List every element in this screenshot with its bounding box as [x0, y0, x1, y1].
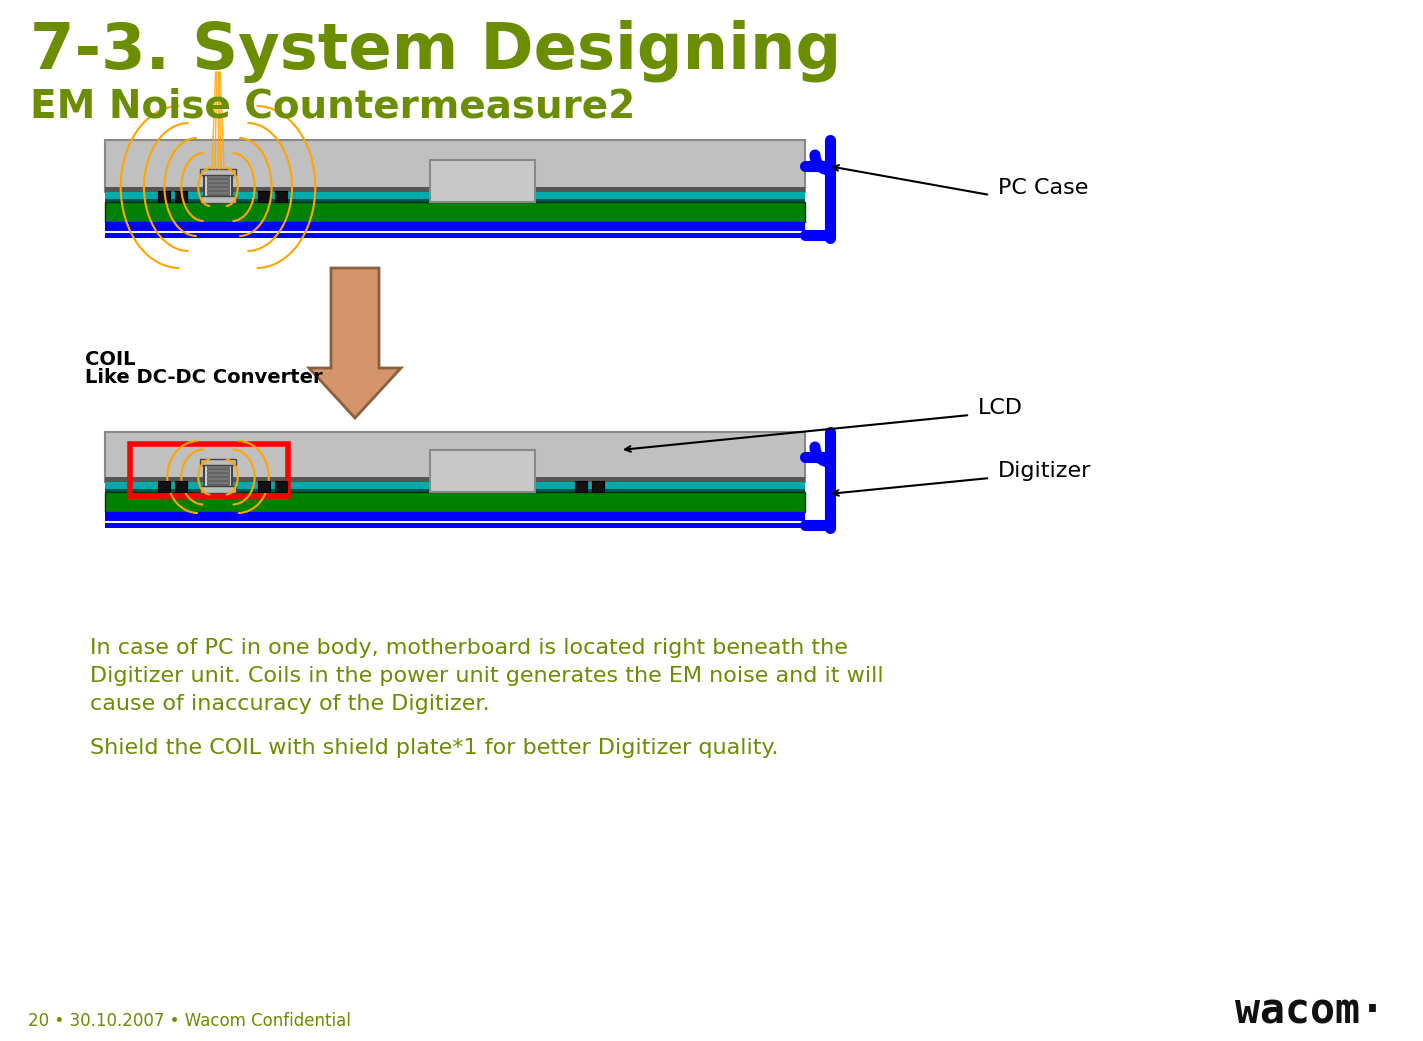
Text: 7-3. System Designing: 7-3. System Designing	[30, 20, 841, 83]
Bar	[105, 523, 805, 528]
Bar	[206, 485, 229, 487]
Text: Like DC-DC Converter: Like DC-DC Converter	[85, 369, 323, 387]
Polygon shape	[309, 268, 401, 418]
Text: PC Case: PC Case	[998, 178, 1089, 198]
Bar	[201, 459, 236, 465]
Text: Shield the COIL with shield plate*1 for better Digitizer quality.: Shield the COIL with shield plate*1 for …	[90, 738, 778, 758]
Bar	[175, 481, 186, 492]
Text: Digitizer: Digitizer	[998, 461, 1091, 481]
Bar	[275, 481, 287, 492]
Text: In case of PC in one body, motherboard is located right beneath the: In case of PC in one body, motherboard i…	[90, 638, 848, 658]
Bar	[275, 191, 287, 202]
Text: Digitizer unit. Coils in the power unit generates the EM noise and it will: Digitizer unit. Coils in the power unit …	[90, 666, 884, 686]
Bar	[206, 175, 229, 178]
Text: cause of inaccuracy of the Digitizer.: cause of inaccuracy of the Digitizer.	[90, 694, 490, 714]
Bar	[206, 469, 229, 472]
Bar	[203, 462, 232, 492]
Bar	[258, 191, 270, 202]
Bar	[105, 492, 805, 512]
Bar	[105, 512, 805, 520]
Bar	[105, 187, 805, 192]
Bar	[105, 222, 805, 231]
Text: 20 • 30.10.2007 • Wacom Confidential: 20 • 30.10.2007 • Wacom Confidential	[28, 1012, 351, 1030]
Bar	[201, 486, 236, 493]
Bar	[105, 233, 805, 238]
Text: wacom·: wacom·	[1235, 990, 1385, 1032]
Bar	[158, 191, 169, 202]
Bar	[105, 199, 805, 202]
Bar	[430, 160, 535, 202]
Bar	[206, 183, 229, 185]
Bar	[206, 477, 229, 480]
Bar	[206, 481, 229, 483]
Text: COIL: COIL	[85, 350, 135, 369]
Bar	[206, 179, 229, 181]
Bar	[105, 432, 805, 482]
Bar	[105, 192, 805, 199]
Bar	[575, 481, 588, 492]
Bar	[206, 465, 229, 467]
Bar	[129, 445, 287, 496]
Text: LCD: LCD	[978, 398, 1023, 418]
Bar	[105, 139, 805, 192]
Bar	[206, 195, 229, 198]
Bar	[105, 477, 805, 482]
Bar	[175, 191, 186, 202]
Bar	[592, 481, 603, 492]
Bar	[201, 196, 236, 203]
Bar	[203, 172, 232, 202]
Text: EM Noise Countermeasure2: EM Noise Countermeasure2	[30, 88, 635, 126]
Bar	[206, 191, 229, 194]
Bar	[105, 489, 805, 492]
Bar	[158, 481, 169, 492]
Bar	[258, 481, 270, 492]
Bar	[201, 169, 236, 175]
Bar	[206, 187, 229, 189]
Bar	[105, 202, 805, 222]
Bar	[430, 450, 535, 492]
Bar	[206, 473, 229, 476]
Bar	[105, 482, 805, 489]
